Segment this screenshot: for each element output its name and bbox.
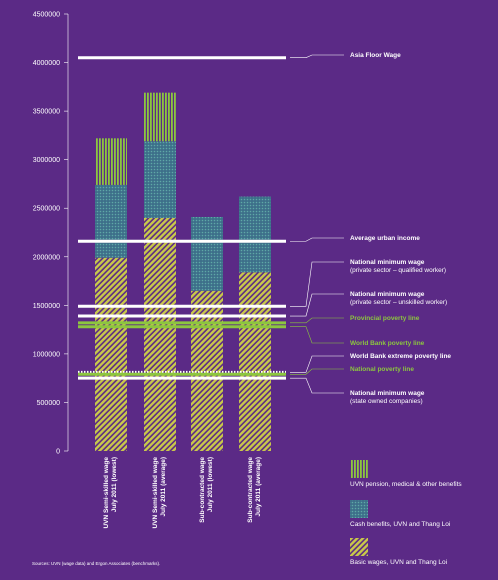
annotation-label: National poverty line: [350, 366, 414, 373]
bar-segment-diagonal: [239, 272, 271, 451]
annotation-label: Average urban income: [350, 235, 420, 242]
y-tick-label: 3000000: [33, 157, 60, 164]
legend: UVN pension, medical & other benefits Cas…: [350, 460, 462, 566]
x-category-label: UVN Semi-skilled wage July 2011 (average): [152, 457, 167, 529]
annotation-leader: [290, 377, 344, 394]
y-tick-label: 4000000: [33, 60, 60, 67]
annotation-label: World Bank extreme poverty line: [350, 353, 451, 360]
annotation-label: Provincial poverty line: [350, 315, 420, 322]
annotation-leader: [290, 54, 344, 59]
annotation-leader: [290, 261, 344, 307]
x-category-label: UVN Semi-skilled wage July 2011 (lowest): [103, 457, 118, 529]
legend-swatch-dots: [350, 500, 368, 518]
y-tick-label: 0: [56, 449, 60, 456]
category-labels: UVN Semi-skilled wage July 2011 (lowest) U…: [103, 457, 262, 529]
annotation-leader: [290, 368, 344, 375]
y-tick-label: 1000000: [33, 351, 60, 358]
annotation-label: (private sector – qualified worker): [350, 267, 446, 274]
annotation-label: National minimum wage: [350, 259, 425, 266]
x-category-line: July 2011 (lowest): [111, 457, 118, 512]
annotation-leader: [290, 355, 344, 373]
annotation-leader: [290, 237, 344, 242]
x-category-line: Sub-contracted wage: [247, 457, 254, 523]
bar-segment-diagonal: [144, 217, 176, 451]
annotation-leader: [290, 326, 344, 344]
annotation-label: National minimum wage: [350, 390, 425, 397]
bar-segment-vertical: [95, 138, 127, 185]
bar-segment-diagonal: [95, 257, 127, 451]
bars: [95, 92, 271, 451]
bar-segment-vertical: [144, 92, 176, 142]
annotation-label: World Bank poverty line: [350, 340, 425, 347]
legend-swatch-vertical: [350, 460, 368, 478]
y-tick-label: 500000: [37, 400, 60, 407]
legend-label: Basic wages, UVN and Thang Loi: [350, 559, 447, 566]
annotation-label: Asia Floor Wage: [350, 52, 401, 59]
y-axis: 0 500000 1000000 1500000 2000000 2500000 30000…: [33, 12, 69, 456]
source-note: Sources: UVN (wage data) and Ergon Assoc…: [32, 561, 160, 566]
y-tick-label: 2000000: [33, 254, 60, 261]
x-category-line: July 2011 (average): [160, 457, 167, 517]
bar-segment-dots: [191, 216, 223, 291]
x-category-label: Sub-contracted wage July 2011 (lowest): [199, 457, 214, 523]
reference-lines: Asia Floor Wage Average urban income Natio…: [78, 52, 451, 405]
x-category-label: Sub-contracted wage July 2011 (average): [247, 457, 262, 523]
x-category-line: Sub-contracted wage: [199, 457, 206, 523]
y-tick-label: 1500000: [33, 303, 60, 310]
legend-swatch-diagonal: [350, 538, 368, 556]
bar-segment-dots: [144, 141, 176, 218]
y-tick-label: 3500000: [33, 109, 60, 116]
legend-label: Cash benefits, UVN and Thang Loi: [350, 521, 450, 528]
annotation-label: (state owned companies): [350, 398, 423, 405]
x-category-line: July 2011 (lowest): [207, 457, 214, 512]
x-category-line: July 2011 (average): [255, 457, 262, 517]
annotation-label: (private sector – unskilled worker): [350, 299, 447, 306]
annotation-label: National minimum wage: [350, 291, 425, 298]
annotation-leader: [290, 317, 344, 324]
bar-segment-dots: [239, 196, 271, 273]
bar-segment-dots: [95, 184, 127, 258]
legend-label: UVN pension, medical & other benefits: [350, 481, 462, 488]
x-category-line: UVN Semi-skilled wage: [152, 457, 159, 529]
y-tick-label: 4500000: [33, 12, 60, 19]
y-tick-label: 2500000: [33, 206, 60, 213]
x-category-line: UVN Semi-skilled wage: [103, 457, 110, 529]
annotation-leader: [290, 293, 344, 317]
